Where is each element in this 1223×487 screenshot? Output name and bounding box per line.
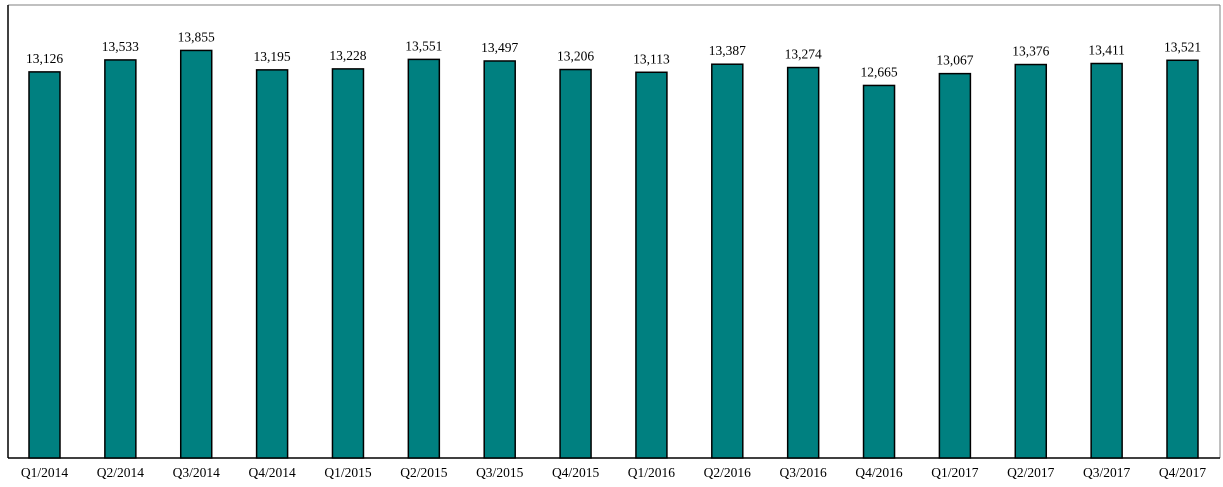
data-label: 13,533 [102, 39, 139, 54]
data-label: 13,376 [1012, 44, 1049, 59]
x-tick-label: Q2/2017 [1007, 465, 1055, 480]
x-tick-label: Q3/2015 [476, 465, 524, 480]
bar-q3-2016 [786, 66, 820, 459]
x-tick-label: Q2/2014 [97, 465, 145, 480]
bar-q1-2016 [635, 71, 668, 459]
data-label: 13,206 [557, 49, 594, 64]
bar-q2-2017 [1014, 63, 1048, 459]
x-tick-label: Q1/2017 [931, 465, 979, 480]
x-tick-label: Q4/2015 [552, 465, 600, 480]
x-tick-label: Q2/2015 [400, 465, 448, 480]
bar-q4-2017 [1166, 59, 1199, 459]
x-tick-label: Q4/2014 [248, 465, 296, 480]
x-tick-label: Q4/2016 [855, 465, 903, 480]
bar-q2-2016 [711, 63, 744, 459]
bar-q4-2014 [255, 69, 289, 459]
data-label: 13,387 [709, 43, 746, 58]
x-tick-label: Q1/2015 [324, 465, 372, 480]
bar-q3-2015 [483, 60, 516, 459]
data-label: 13,126 [26, 51, 63, 66]
bar-q1-2017 [938, 72, 972, 459]
x-tick-label: Q2/2016 [704, 465, 752, 480]
data-label: 13,855 [178, 29, 215, 44]
data-label: 13,195 [254, 49, 291, 64]
bar-q3-2014 [179, 49, 213, 459]
data-label: 13,411 [1088, 43, 1125, 58]
data-label: 13,521 [1164, 39, 1201, 54]
data-label: 13,497 [481, 40, 518, 55]
data-label: 13,551 [405, 38, 442, 53]
x-tick-label: Q3/2014 [173, 465, 221, 480]
data-label: 13,274 [785, 47, 822, 62]
x-tick-label: Q4/2017 [1159, 465, 1207, 480]
data-label: 13,113 [633, 51, 670, 66]
x-tick-label: Q3/2016 [780, 465, 828, 480]
data-label: 13,228 [329, 48, 366, 63]
data-label: 13,067 [936, 53, 973, 68]
x-tick-label: Q3/2017 [1083, 465, 1131, 480]
bar-q3-2017 [1090, 62, 1123, 459]
data-label: 12,665 [860, 64, 897, 79]
bar-q4-2016 [862, 84, 896, 459]
bar-q2-2014 [104, 59, 137, 459]
bar-q2-2015 [407, 58, 441, 459]
bar-q1-2015 [331, 68, 365, 459]
x-tick-label: Q1/2016 [628, 465, 676, 480]
x-tick-label: Q1/2014 [21, 465, 69, 480]
bar-q4-2015 [559, 68, 592, 459]
bar-q1-2014 [28, 71, 61, 459]
